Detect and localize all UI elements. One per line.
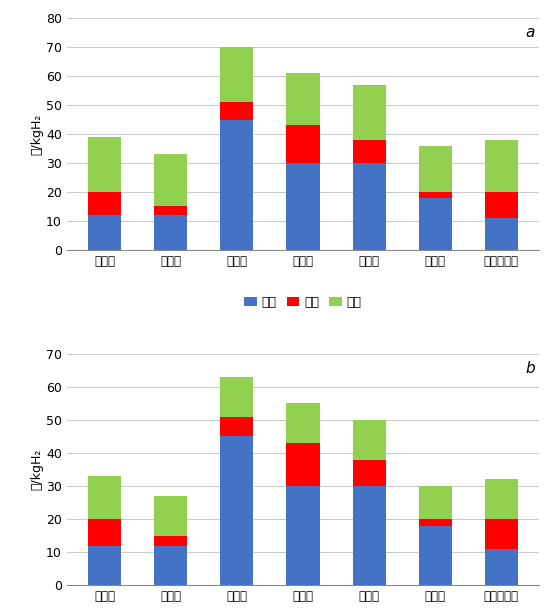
Legend: 制氢, 运输, 加注: 制氢, 运输, 加注 xyxy=(239,291,367,314)
Bar xyxy=(353,163,386,250)
Bar xyxy=(353,486,386,585)
Text: b: b xyxy=(525,361,534,376)
Bar xyxy=(286,163,320,250)
Bar xyxy=(220,416,254,437)
Bar xyxy=(419,519,451,525)
Bar xyxy=(220,120,254,250)
Bar xyxy=(88,215,121,250)
Bar xyxy=(353,85,386,140)
Y-axis label: 元/kgH₂: 元/kgH₂ xyxy=(30,449,43,490)
Bar xyxy=(155,546,187,585)
Bar xyxy=(485,192,518,218)
Text: a: a xyxy=(525,25,534,41)
Bar xyxy=(353,460,386,486)
Bar xyxy=(220,377,254,416)
Bar xyxy=(419,486,451,519)
Bar xyxy=(286,403,320,443)
Bar xyxy=(485,218,518,250)
Bar xyxy=(220,47,254,102)
Bar xyxy=(353,140,386,163)
Bar xyxy=(419,146,451,192)
Bar xyxy=(485,519,518,549)
Bar xyxy=(155,496,187,536)
Bar xyxy=(155,536,187,546)
Bar xyxy=(286,73,320,126)
Y-axis label: 元/kgH₂: 元/kgH₂ xyxy=(30,113,43,155)
Bar xyxy=(88,519,121,546)
Bar xyxy=(88,192,121,215)
Bar xyxy=(155,206,187,215)
Bar xyxy=(220,437,254,585)
Bar xyxy=(88,546,121,585)
Bar xyxy=(286,443,320,486)
Bar xyxy=(419,198,451,250)
Bar xyxy=(155,215,187,250)
Bar xyxy=(286,126,320,163)
Bar xyxy=(419,525,451,585)
Bar xyxy=(353,420,386,460)
Bar xyxy=(155,155,187,206)
Bar xyxy=(485,549,518,585)
Bar xyxy=(88,476,121,519)
Bar xyxy=(485,479,518,519)
Bar xyxy=(485,140,518,192)
Bar xyxy=(419,192,451,198)
Bar xyxy=(220,102,254,120)
Bar xyxy=(286,486,320,585)
Bar xyxy=(88,137,121,192)
